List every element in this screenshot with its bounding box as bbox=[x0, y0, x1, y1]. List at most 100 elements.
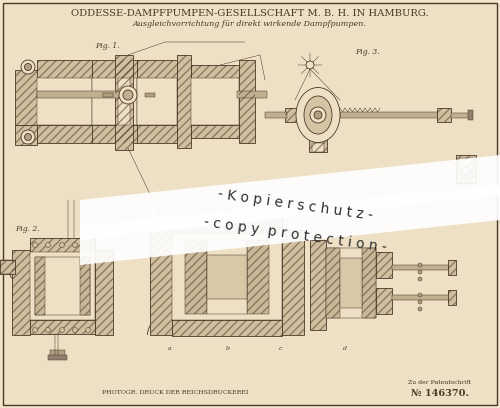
Circle shape bbox=[119, 86, 137, 104]
Bar bbox=[37, 60, 92, 78]
Circle shape bbox=[21, 60, 35, 74]
Bar bbox=[177, 55, 191, 148]
Bar bbox=[185, 240, 207, 314]
Bar bbox=[103, 93, 113, 97]
Bar bbox=[48, 355, 67, 360]
Bar bbox=[191, 125, 239, 138]
Circle shape bbox=[219, 211, 237, 229]
Bar bbox=[137, 125, 177, 143]
Bar bbox=[15, 125, 37, 145]
Bar bbox=[92, 60, 137, 78]
Bar bbox=[137, 125, 177, 143]
Polygon shape bbox=[80, 185, 500, 265]
Bar bbox=[37, 125, 92, 143]
Bar bbox=[115, 55, 133, 150]
Text: - c o p y  p r o t e c t i o n -: - c o p y p r o t e c t i o n - bbox=[202, 215, 388, 255]
Bar bbox=[456, 155, 476, 183]
Bar bbox=[392, 265, 452, 270]
Bar bbox=[95, 250, 113, 335]
Circle shape bbox=[123, 90, 133, 100]
Bar bbox=[172, 218, 282, 234]
Bar bbox=[37, 125, 92, 143]
Bar bbox=[30, 238, 95, 252]
Circle shape bbox=[32, 242, 38, 248]
Bar bbox=[177, 55, 191, 148]
Bar bbox=[15, 125, 37, 145]
Circle shape bbox=[418, 293, 422, 297]
Text: Fig. 2.: Fig. 2. bbox=[15, 225, 40, 233]
Text: - K o p i e r s c h u t z -: - K o p i e r s c h u t z - bbox=[216, 187, 374, 223]
Bar bbox=[376, 252, 392, 278]
Circle shape bbox=[418, 277, 422, 281]
Bar bbox=[312, 143, 324, 152]
Text: Fig. 1.: Fig. 1. bbox=[95, 42, 120, 50]
Bar bbox=[12, 250, 30, 335]
Text: a: a bbox=[168, 346, 172, 350]
Bar bbox=[12, 250, 30, 335]
Circle shape bbox=[418, 300, 422, 304]
Bar bbox=[468, 110, 473, 120]
Bar bbox=[309, 136, 327, 152]
Bar bbox=[237, 91, 267, 98]
Bar bbox=[191, 78, 239, 125]
Circle shape bbox=[86, 328, 90, 333]
Bar bbox=[376, 288, 392, 314]
Text: PHOTOGR. DRUCK DER REICHSDRUCKEREI: PHOTOGR. DRUCK DER REICHSDRUCKEREI bbox=[102, 390, 248, 395]
Ellipse shape bbox=[296, 87, 340, 142]
Bar bbox=[285, 108, 303, 122]
Bar bbox=[30, 238, 95, 252]
Bar bbox=[448, 260, 456, 275]
Bar bbox=[50, 350, 65, 356]
Bar bbox=[448, 290, 456, 305]
Bar bbox=[172, 320, 282, 336]
Bar bbox=[362, 248, 376, 318]
Text: Zu der Patentschrift: Zu der Patentschrift bbox=[408, 379, 472, 384]
Bar bbox=[285, 108, 303, 122]
Circle shape bbox=[314, 111, 322, 119]
Bar bbox=[207, 255, 247, 299]
Bar bbox=[80, 257, 90, 315]
Bar bbox=[92, 125, 137, 143]
Circle shape bbox=[418, 263, 422, 267]
Circle shape bbox=[32, 328, 38, 333]
Bar bbox=[239, 60, 255, 143]
Bar bbox=[340, 258, 362, 308]
Bar bbox=[172, 320, 282, 336]
Circle shape bbox=[306, 61, 314, 69]
Circle shape bbox=[462, 167, 470, 175]
Bar bbox=[207, 240, 247, 314]
Bar bbox=[362, 248, 376, 318]
Bar bbox=[282, 230, 304, 335]
Circle shape bbox=[46, 328, 51, 333]
Bar bbox=[15, 70, 37, 125]
Bar bbox=[150, 230, 172, 335]
Bar bbox=[239, 60, 255, 143]
Circle shape bbox=[86, 242, 90, 248]
Bar bbox=[172, 218, 282, 234]
Bar bbox=[309, 136, 327, 152]
Text: ODDESSE-DAMPFPUMPEN-GESELLSCHAFT M. B. H. IN HAMBURG.: ODDESSE-DAMPFPUMPEN-GESELLSCHAFT M. B. H… bbox=[71, 9, 429, 18]
Bar bbox=[448, 260, 456, 275]
Bar bbox=[247, 240, 269, 314]
Bar bbox=[92, 60, 137, 78]
Bar bbox=[451, 113, 471, 118]
Circle shape bbox=[24, 64, 32, 71]
Bar bbox=[150, 230, 172, 335]
Bar bbox=[30, 252, 95, 320]
Bar bbox=[448, 290, 456, 305]
Bar bbox=[191, 125, 239, 138]
Bar bbox=[247, 240, 269, 314]
Bar bbox=[456, 155, 476, 183]
Bar bbox=[326, 248, 340, 318]
Bar bbox=[35, 257, 90, 315]
Bar bbox=[115, 55, 133, 150]
Bar bbox=[37, 60, 92, 78]
Circle shape bbox=[24, 133, 32, 140]
Bar bbox=[137, 60, 177, 78]
Bar bbox=[326, 248, 340, 318]
Bar bbox=[459, 158, 473, 170]
Bar bbox=[95, 250, 113, 335]
Circle shape bbox=[418, 270, 422, 274]
Bar bbox=[137, 60, 177, 78]
Circle shape bbox=[72, 328, 78, 333]
